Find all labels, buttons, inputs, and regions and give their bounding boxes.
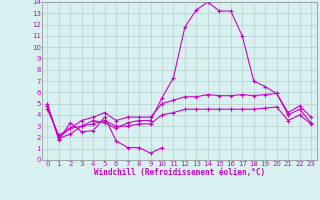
X-axis label: Windchill (Refroidissement éolien,°C): Windchill (Refroidissement éolien,°C) (94, 168, 265, 177)
